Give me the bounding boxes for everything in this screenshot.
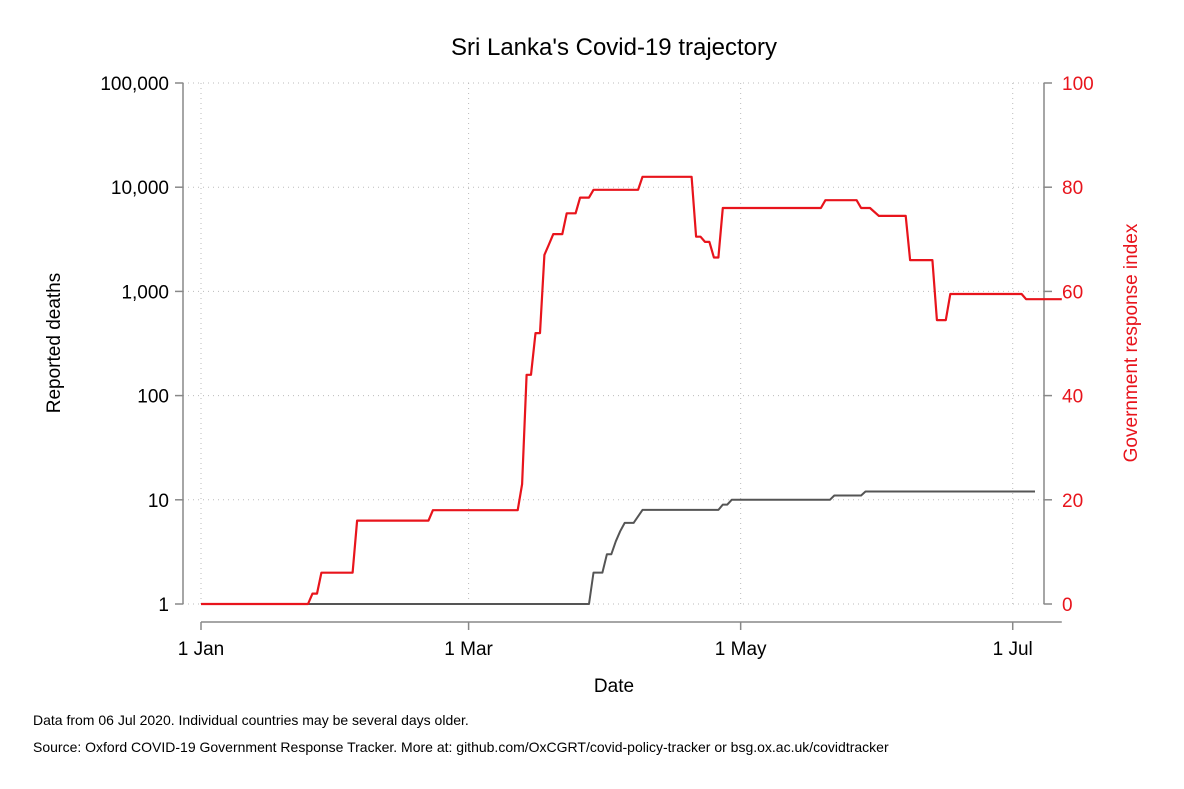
x-axis-label: Date — [594, 676, 634, 697]
y-right-tick-label: 20 — [1062, 491, 1083, 512]
y-right-axis-label: Government response index — [1121, 223, 1142, 462]
y-right-tick-label: 0 — [1062, 595, 1073, 616]
y-left-tick-label: 10,000 — [111, 178, 169, 199]
x-tick-label: 1 Jul — [993, 639, 1033, 660]
y-left-tick-label: 1 — [158, 595, 169, 616]
y-left-tick-label: 100 — [137, 387, 169, 408]
x-tick-label: 1 Jan — [178, 639, 224, 660]
grid-lines — [183, 82, 1044, 605]
series-lines — [201, 175, 1062, 606]
y-left-tick-label: 1,000 — [121, 282, 169, 303]
reported-deaths-line — [201, 490, 1035, 605]
x-tick-label: 1 May — [715, 639, 767, 660]
y-right-tick-label: 100 — [1062, 74, 1094, 95]
y-left-tick-label: 100,000 — [100, 74, 169, 95]
y-left-axis-label: Reported deaths — [44, 273, 65, 414]
chart-title: Sri Lanka's Covid-19 trajectory — [451, 34, 777, 61]
y-left-tick-label: 10 — [148, 491, 169, 512]
y-right-tick-label: 60 — [1062, 282, 1083, 303]
government-response-line — [201, 175, 1062, 606]
y-right-tick-label: 40 — [1062, 387, 1083, 408]
footnote-source: Source: Oxford COVID-19 Government Respo… — [33, 739, 889, 755]
axes: 1 10 100 1,000 10,000 100,000 0 20 40 60 80 100 1 Ja… — [100, 74, 1093, 660]
y-right-tick-label: 80 — [1062, 178, 1083, 199]
x-tick-label: 1 Mar — [444, 639, 493, 660]
footnote-data-date: Data from 06 Jul 2020. Individual countr… — [33, 712, 469, 728]
